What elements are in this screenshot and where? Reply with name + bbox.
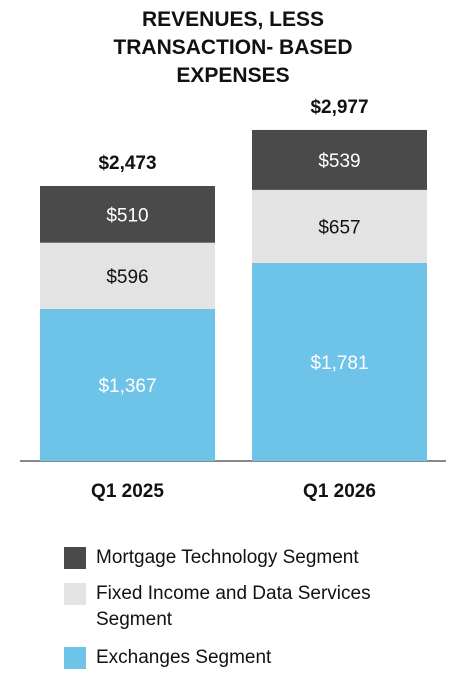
x-tick-label: Q1 2025 <box>91 481 164 502</box>
total-label: $2,473 <box>98 153 156 174</box>
legend-item: Fixed Income and Data Services Segment <box>64 581 416 633</box>
legend-label: Mortgage Technology Segment <box>96 547 359 568</box>
bar-segment <box>40 186 215 243</box>
legend-label: Fixed Income and Data Services Segment <box>96 583 371 630</box>
legend-swatch <box>64 583 86 605</box>
legend-swatch <box>64 547 86 569</box>
legend-label: Exchanges Segment <box>96 647 272 668</box>
value-label: $657 <box>318 217 360 238</box>
bar-segment <box>252 129 427 190</box>
x-tick-label: Q1 2026 <box>303 481 376 502</box>
value-label: $1,781 <box>310 353 368 374</box>
value-label: $596 <box>106 267 148 288</box>
value-label: $539 <box>318 151 360 172</box>
value-label: $510 <box>106 205 148 226</box>
legend-item: Exchanges Segment <box>64 645 416 671</box>
chart-title: REVENUES, LESS TRANSACTION- BASED EXPENS… <box>113 8 353 87</box>
value-label: $1,367 <box>98 376 156 397</box>
bar-segment <box>252 262 427 461</box>
total-label: $2,977 <box>310 97 368 118</box>
bar-segment <box>40 308 215 461</box>
legend-item: Mortgage Technology Segment <box>64 545 416 571</box>
legend-swatch <box>64 647 86 669</box>
bar-segment <box>252 189 427 263</box>
bar-segment <box>40 242 215 309</box>
